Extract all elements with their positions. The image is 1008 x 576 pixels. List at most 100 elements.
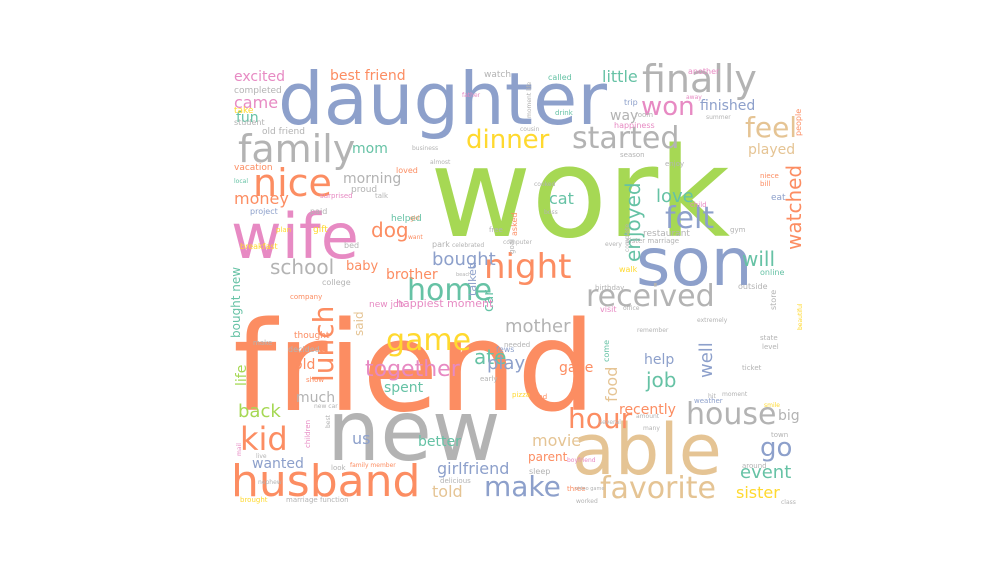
word-cloud-words: work friend daughter new son wife able h… xyxy=(229,57,806,507)
word: lunch xyxy=(307,306,340,382)
word: early xyxy=(480,375,498,383)
word: state xyxy=(760,334,778,342)
word: love xyxy=(656,186,694,207)
word: gave xyxy=(559,360,593,376)
word: feel xyxy=(745,111,797,144)
word: big xyxy=(778,408,800,424)
word: class xyxy=(781,499,796,506)
word: dinner xyxy=(466,125,550,155)
word: best friend xyxy=(330,68,406,84)
word: received xyxy=(586,279,715,314)
word: nice xyxy=(253,161,332,205)
word: local xyxy=(234,178,248,185)
word: father xyxy=(462,92,481,99)
word: baby xyxy=(346,259,378,274)
word: season xyxy=(620,151,645,159)
word: free xyxy=(489,226,503,234)
word: every xyxy=(605,241,622,248)
word: watch xyxy=(484,70,511,80)
word: smile xyxy=(764,402,780,409)
word: video game xyxy=(575,486,604,492)
word: girl xyxy=(410,215,420,222)
word: talk xyxy=(375,192,389,200)
word: wanted xyxy=(252,456,304,472)
word: show xyxy=(306,376,324,384)
word: weather xyxy=(694,397,723,405)
word: said xyxy=(352,311,366,336)
word: worked xyxy=(576,498,598,505)
word: girlfriend xyxy=(437,459,509,478)
word: boyfriend xyxy=(567,457,596,464)
word: another xyxy=(688,67,720,76)
word: will xyxy=(742,247,775,271)
word: bed xyxy=(344,241,359,250)
word: three xyxy=(567,485,586,493)
word: talked xyxy=(466,262,479,296)
word: sleep xyxy=(529,467,550,476)
word: recently xyxy=(619,402,676,418)
word: store xyxy=(769,290,778,310)
word: husband xyxy=(231,456,420,507)
word: complete xyxy=(624,224,631,252)
word: needed xyxy=(504,341,530,349)
word: proud xyxy=(351,185,377,195)
word: breakfast xyxy=(240,242,278,251)
word: mom xyxy=(352,141,388,157)
word: make xyxy=(253,339,272,347)
word: asked xyxy=(510,213,519,236)
word: bill xyxy=(760,180,770,188)
word: moment xyxy=(722,391,748,398)
word: brought xyxy=(240,496,268,504)
word: excited xyxy=(234,69,285,85)
word: family xyxy=(238,127,355,171)
word: new car xyxy=(314,403,338,410)
word: birthday xyxy=(595,284,624,292)
word: walk xyxy=(619,265,638,274)
word: project xyxy=(250,207,278,216)
word: kid xyxy=(240,420,288,458)
word: vacation xyxy=(234,163,273,173)
word: bought xyxy=(432,249,496,270)
word: boss xyxy=(544,209,558,216)
word: school xyxy=(270,255,334,279)
word: came xyxy=(234,93,278,112)
word: movie xyxy=(532,431,581,450)
word: food xyxy=(602,367,621,402)
word: hour xyxy=(568,402,633,435)
word: room xyxy=(635,111,653,119)
word: loved xyxy=(396,166,418,175)
word: family member xyxy=(350,462,396,469)
word: well xyxy=(696,342,717,378)
word: completed xyxy=(234,86,282,96)
word: parent xyxy=(528,450,568,464)
word: fun xyxy=(236,110,259,126)
word: summer xyxy=(706,114,731,121)
word: look xyxy=(331,464,347,472)
word: watched xyxy=(782,165,806,250)
word: town xyxy=(771,431,788,439)
word: take xyxy=(234,106,254,116)
word: marriage function xyxy=(286,496,349,504)
word: decided xyxy=(288,345,320,354)
word: live xyxy=(256,453,267,460)
word: computer xyxy=(503,239,532,246)
word: hit xyxy=(708,393,716,400)
word: cousin xyxy=(520,126,540,133)
word: surprised xyxy=(320,192,353,200)
word: several xyxy=(599,419,621,426)
word: much xyxy=(296,390,335,406)
word: nephew xyxy=(258,479,282,486)
word: come xyxy=(602,340,611,362)
word: job xyxy=(645,368,677,392)
word: brother xyxy=(386,267,438,283)
word: called xyxy=(548,73,572,82)
word: people xyxy=(794,109,803,136)
word: restaurant xyxy=(643,229,690,239)
word: bought new xyxy=(229,267,243,338)
word: ate xyxy=(474,345,506,369)
word: go xyxy=(760,433,792,463)
word: almost xyxy=(430,159,451,166)
word: delicious xyxy=(440,477,471,485)
word: gym xyxy=(730,226,746,234)
